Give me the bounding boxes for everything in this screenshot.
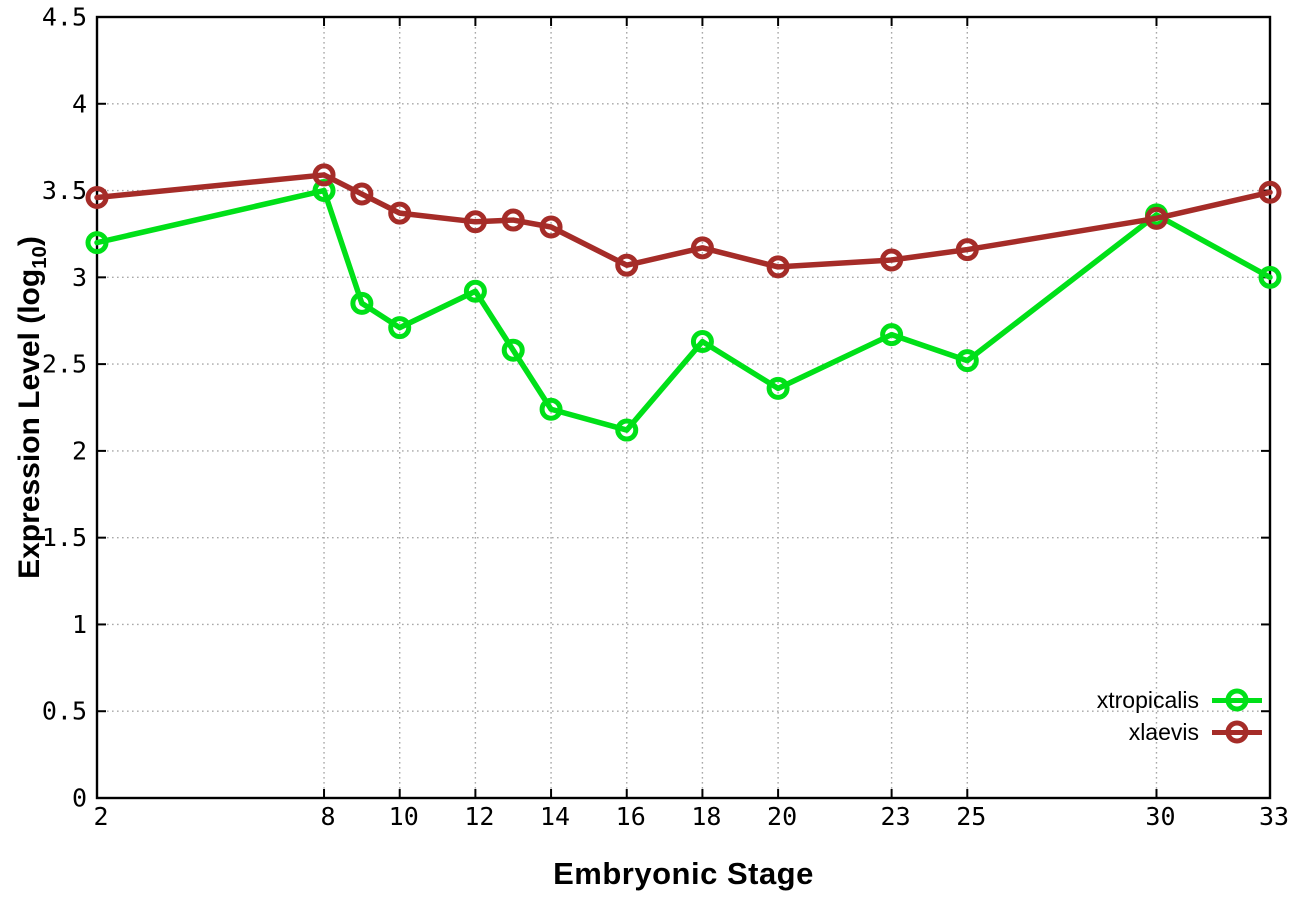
y-axis-title-text: Expression Level (log bbox=[12, 268, 46, 579]
svg-text:14: 14 bbox=[540, 802, 570, 831]
series-xtropicalis-marker bbox=[350, 291, 374, 315]
series-xlaevis bbox=[85, 163, 1282, 279]
svg-text:2: 2 bbox=[72, 436, 87, 465]
svg-text:8: 8 bbox=[321, 802, 336, 831]
series-xlaevis-marker bbox=[463, 210, 487, 234]
svg-text:2.5: 2.5 bbox=[42, 350, 87, 379]
legend-label-xlaevis: xlaevis bbox=[1128, 718, 1199, 745]
series-xlaevis-marker bbox=[312, 163, 336, 187]
series-xlaevis-marker bbox=[880, 248, 904, 272]
svg-text:10: 10 bbox=[389, 802, 419, 831]
svg-text:1: 1 bbox=[72, 610, 87, 639]
y-axis-title: Expression Level (log10) bbox=[13, 236, 52, 579]
series-xtropicalis-marker bbox=[955, 349, 979, 373]
series-xtropicalis-marker bbox=[615, 418, 639, 442]
series-xlaevis-marker bbox=[1258, 180, 1282, 204]
svg-text:1.5: 1.5 bbox=[42, 523, 87, 552]
svg-text:12: 12 bbox=[464, 802, 494, 831]
svg-text:0.5: 0.5 bbox=[42, 697, 87, 726]
series-xtropicalis-marker bbox=[1258, 265, 1282, 289]
series-xlaevis-marker bbox=[539, 215, 563, 239]
series-xlaevis-marker bbox=[388, 201, 412, 225]
series-xlaevis-marker bbox=[766, 255, 790, 279]
svg-text:33: 33 bbox=[1259, 802, 1289, 831]
svg-text:18: 18 bbox=[691, 802, 721, 831]
series-xlaevis-marker bbox=[350, 182, 374, 206]
y-tick-labels: 0 0.5 1 1.5 2 2.5 3 3.5 4 4.5 bbox=[42, 3, 87, 813]
legend-sample-xlaevis bbox=[1212, 719, 1262, 745]
svg-text:30: 30 bbox=[1145, 802, 1175, 831]
legend-sample-xtropicalis bbox=[1212, 687, 1262, 713]
svg-text:4.5: 4.5 bbox=[42, 3, 87, 32]
svg-text:3.5: 3.5 bbox=[42, 176, 87, 205]
svg-text:2: 2 bbox=[93, 802, 108, 831]
series-xlaevis-marker bbox=[501, 208, 525, 232]
x-axis-title: Embryonic Stage bbox=[553, 856, 814, 891]
series-xlaevis-marker bbox=[690, 236, 714, 260]
series-xtropicalis-marker bbox=[690, 330, 714, 354]
svg-text:23: 23 bbox=[881, 802, 911, 831]
legend-item-xlaevis: xlaevis bbox=[1097, 716, 1262, 748]
series-xtropicalis-marker bbox=[501, 338, 525, 362]
series-xtropicalis-marker bbox=[85, 231, 109, 255]
series-xlaevis-marker bbox=[955, 238, 979, 262]
series-xtropicalis-marker bbox=[539, 397, 563, 421]
series-xtropicalis-marker bbox=[463, 279, 487, 303]
series-xtropicalis-marker bbox=[880, 323, 904, 347]
y-axis-title-column: Expression Level (log10) bbox=[12, 17, 52, 798]
series-xlaevis-marker bbox=[85, 185, 109, 209]
legend-label-xtropicalis: xtropicalis bbox=[1096, 686, 1199, 713]
y-axis-title-close: ) bbox=[12, 236, 46, 247]
axis-ticks bbox=[96, 16, 1271, 799]
legend: xtropicalis xlaevis bbox=[1097, 684, 1262, 748]
open-circle-marker-icon bbox=[1225, 720, 1249, 744]
plot-border bbox=[95, 15, 1272, 800]
y-axis-title-subscript: 10 bbox=[28, 246, 51, 269]
series-xtropicalis-marker bbox=[388, 316, 412, 340]
x-tick-labels: 2 8 10 12 14 16 18 20 23 25 30 33 bbox=[93, 802, 1289, 831]
legend-item-xtropicalis: xtropicalis bbox=[1097, 684, 1262, 716]
svg-text:20: 20 bbox=[767, 802, 797, 831]
svg-text:4: 4 bbox=[72, 89, 87, 118]
open-circle-marker-icon bbox=[1225, 688, 1249, 712]
series-xtropicalis bbox=[85, 179, 1282, 442]
svg-text:16: 16 bbox=[616, 802, 646, 831]
series-xlaevis-line bbox=[94, 172, 1273, 270]
series-xlaevis-marker bbox=[615, 253, 639, 277]
svg-text:25: 25 bbox=[956, 802, 986, 831]
svg-text:3: 3 bbox=[72, 263, 87, 292]
gridlines bbox=[97, 17, 1270, 798]
series-xlaevis-marker bbox=[1144, 206, 1168, 230]
svg-text:0: 0 bbox=[72, 784, 87, 813]
series-xtropicalis-marker bbox=[766, 376, 790, 400]
